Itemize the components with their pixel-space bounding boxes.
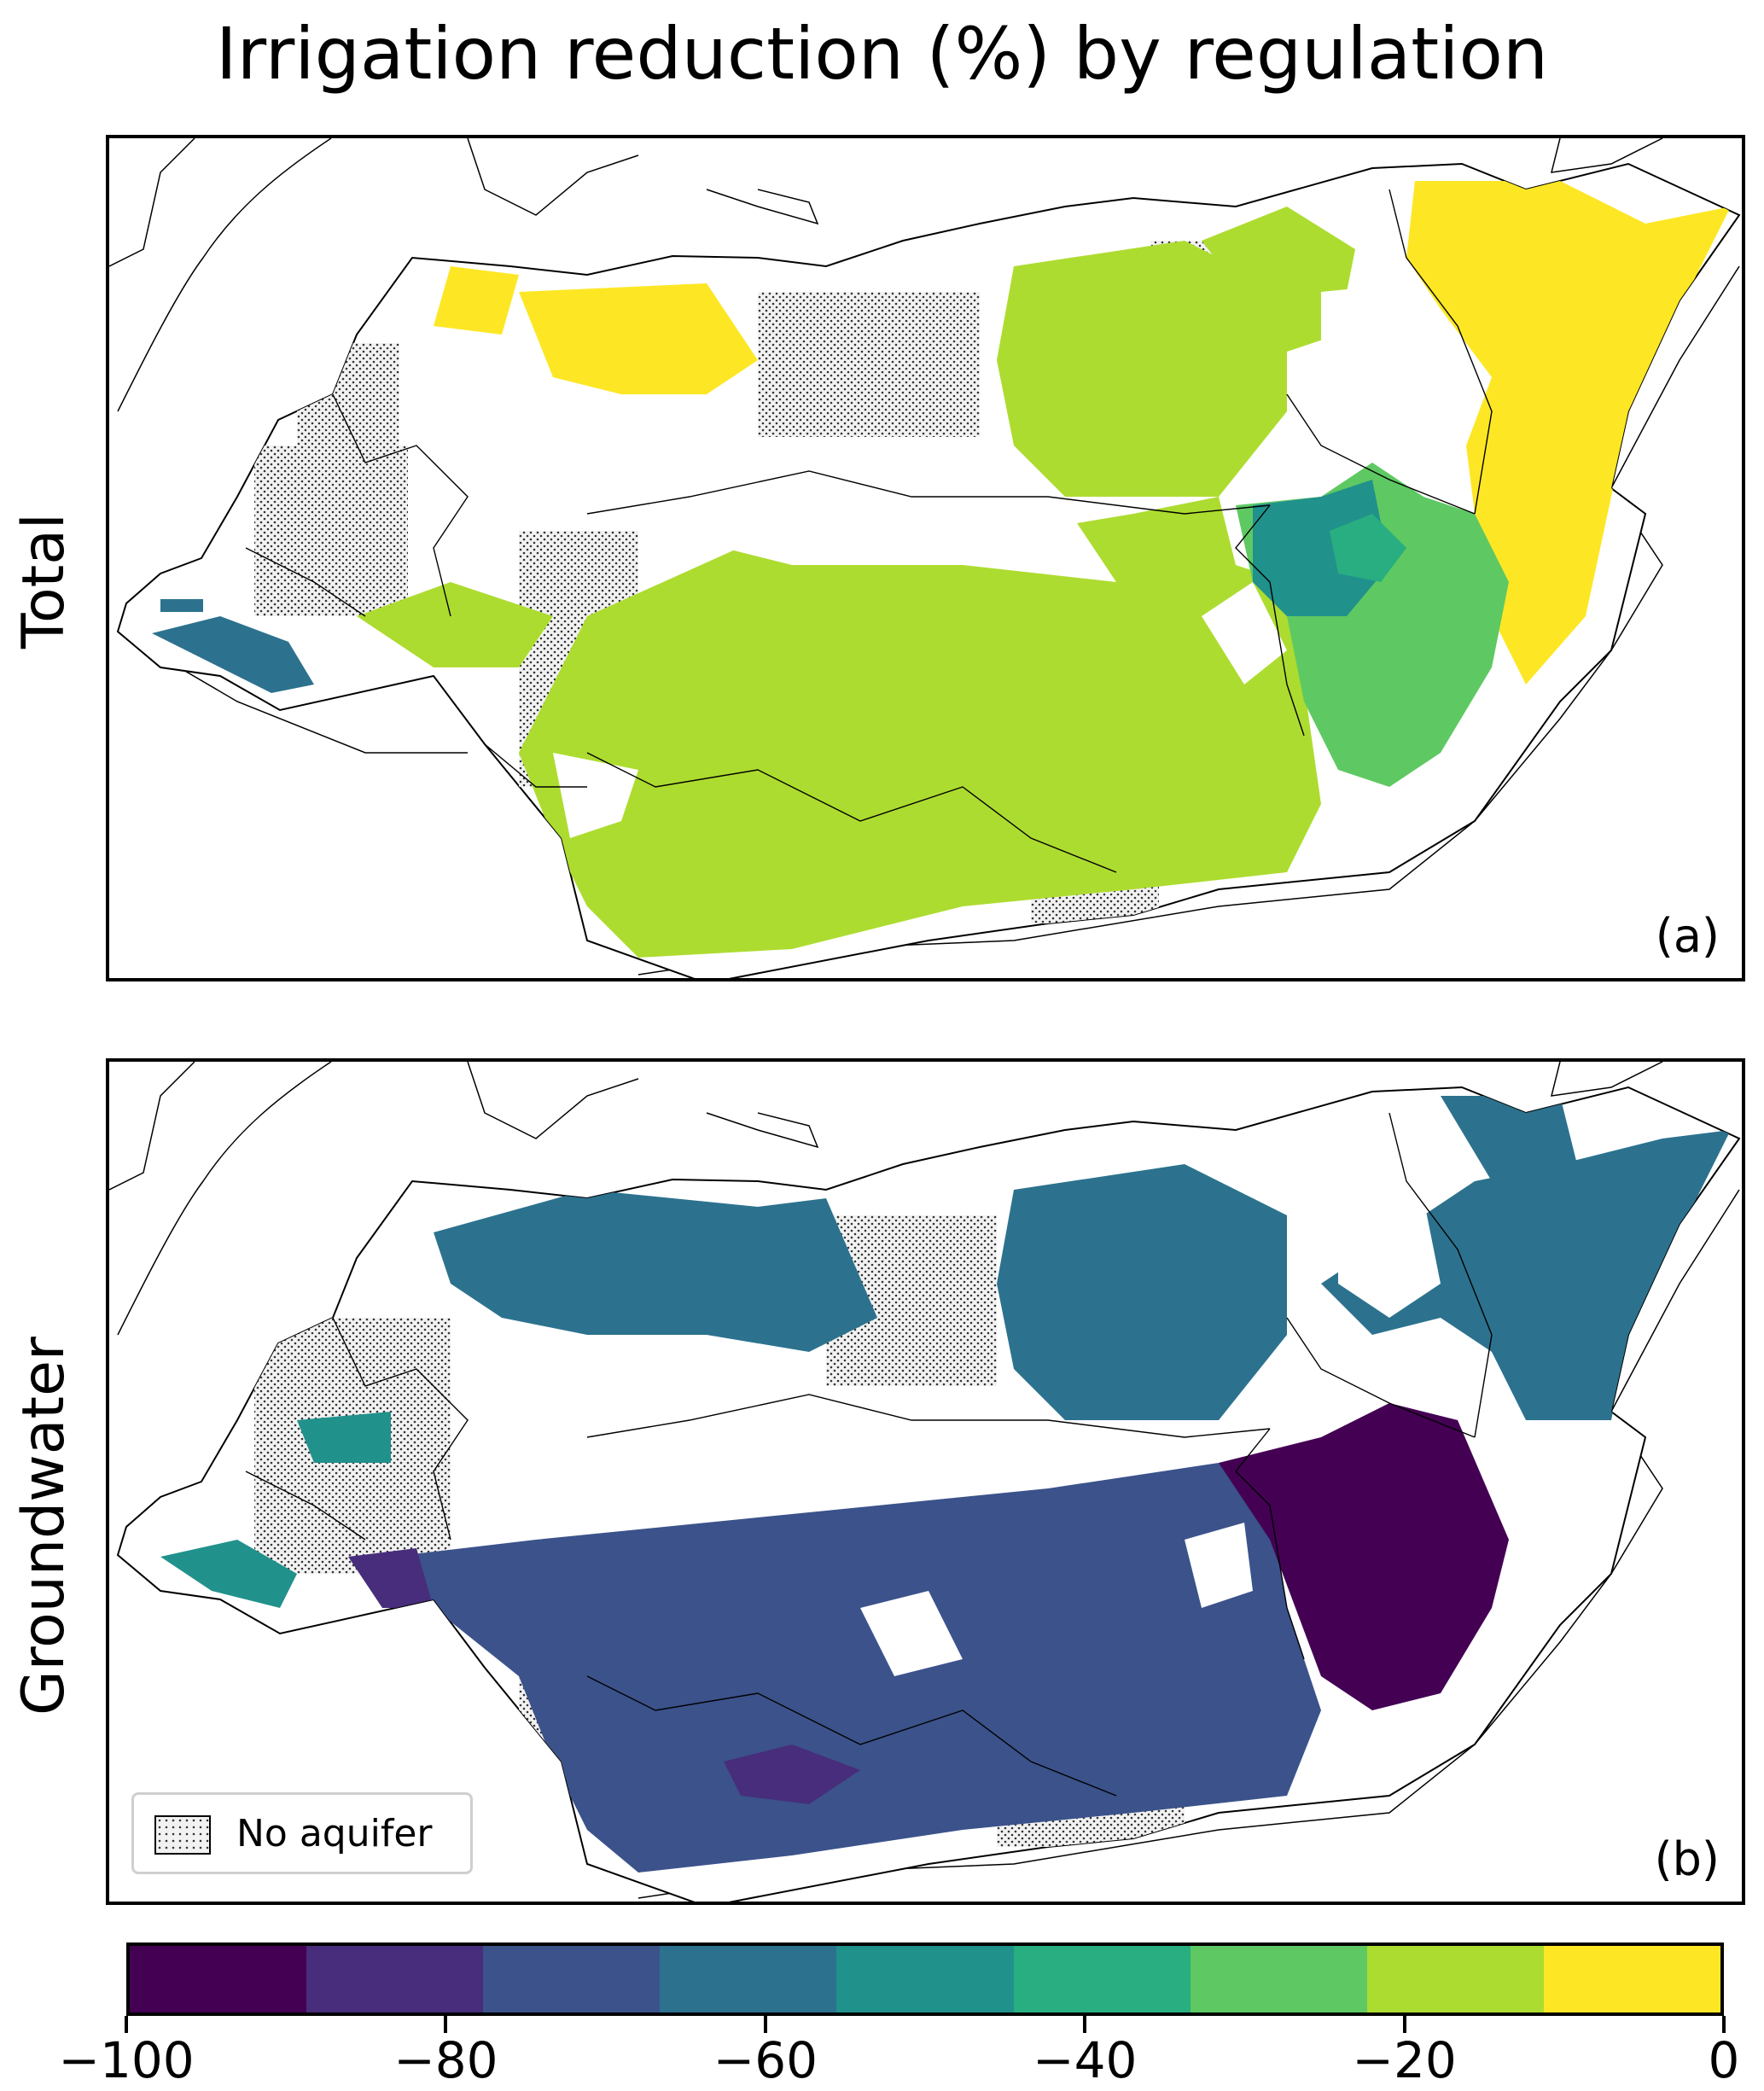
colorbar-tick: [1402, 2016, 1406, 2033]
colorbar-segment: [130, 1946, 307, 2012]
colorbar-tick-label: −100: [58, 2031, 195, 2089]
colorbar-tick: [1083, 2016, 1087, 2033]
colorbar-tick-label: 0: [1708, 2031, 1740, 2089]
colorbar-tick: [125, 2016, 128, 2033]
row-label-total: Total: [10, 513, 78, 649]
colorbar-segment: [1013, 1946, 1191, 2012]
raster-total: [152, 181, 1731, 958]
map-total: [109, 138, 1741, 978]
raster-groundwater: [160, 1096, 1731, 1873]
legend-label: No aquifer: [236, 1812, 433, 1855]
country-borders-b: [109, 1062, 1740, 1899]
basin-borders-b: [245, 1112, 1493, 1797]
basin-borders: [245, 189, 1493, 873]
colorbar-tick: [1722, 2016, 1726, 2033]
figure-title: Irrigation reduction (%) by regulation: [215, 12, 1549, 96]
colorbar-tick-label: −60: [713, 2031, 818, 2089]
colorbar-tick-label: −80: [393, 2031, 498, 2089]
map-groundwater: [109, 1062, 1741, 1902]
colorbar-tick-label: −40: [1032, 2031, 1138, 2089]
map-panel-groundwater: No aquifer (b): [106, 1058, 1745, 1905]
colorbar-segment: [483, 1946, 661, 2012]
colorbar-segment: [660, 1946, 837, 2012]
colorbar: [126, 1942, 1724, 2016]
legend-box: No aquifer: [131, 1792, 473, 1874]
row-label-groundwater: Groundwater: [10, 1337, 78, 1715]
no-aquifer-swatch: [154, 1815, 211, 1855]
colorbar-segment: [836, 1946, 1014, 2012]
map-panel-total: (a): [106, 135, 1745, 981]
colorbar-segment: [1543, 1946, 1720, 2012]
panel-tag-a: (a): [1655, 909, 1720, 963]
panel-tag-b: (b): [1654, 1832, 1720, 1886]
colorbar-segment: [1190, 1946, 1367, 2012]
colorbar-ticks: −100 −80 −60 −40 −20 0: [58, 2016, 1739, 2091]
colorbar-segment: [306, 1946, 484, 2012]
colorbar-tick: [763, 2016, 767, 2033]
colorbar-segment: [1366, 1946, 1544, 2012]
colorbar-tick-label: −20: [1352, 2031, 1457, 2089]
colorbar-tick: [444, 2016, 448, 2033]
